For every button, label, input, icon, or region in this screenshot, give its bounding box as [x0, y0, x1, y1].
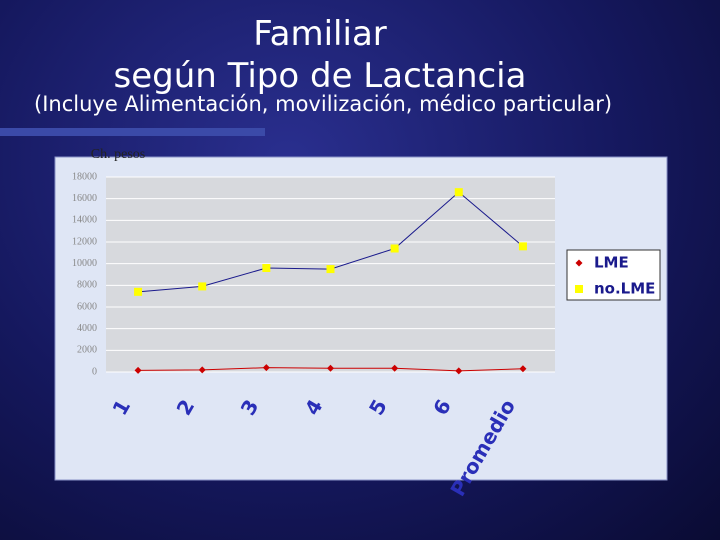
point: [262, 364, 270, 372]
point: [262, 264, 271, 272]
point: [134, 366, 142, 374]
point: [327, 364, 334, 372]
title-line: Familiar: [253, 14, 387, 54]
point: [391, 364, 399, 372]
subtitle: (Incluye Alimentación, movilización, méd…: [34, 92, 613, 116]
point: [198, 282, 207, 291]
point: [455, 367, 463, 375]
y-tick-label: 4000: [77, 323, 97, 334]
legend-label: LME: [594, 254, 629, 272]
legend-marker: [575, 285, 583, 293]
y-tick-label: 8000: [77, 280, 97, 291]
y-tick-label: 18000: [72, 171, 97, 182]
point: [326, 265, 335, 274]
y-tick-label: 6000: [77, 301, 97, 312]
point: [390, 244, 399, 253]
plot-area: [106, 177, 555, 372]
rule: [0, 128, 265, 136]
legend-label: no.LME: [594, 280, 655, 298]
point: [519, 365, 527, 373]
y-tick-label: 10000: [72, 258, 97, 269]
point: [518, 242, 527, 251]
y-tick-label: 2000: [77, 345, 97, 356]
point: [454, 188, 463, 197]
y-tick-label: 12000: [72, 236, 97, 247]
legend-marker: [575, 259, 583, 267]
point: [134, 287, 143, 296]
y-tick-label: 16000: [72, 193, 97, 204]
title-line: según Tipo de Lactancia: [113, 56, 527, 96]
y-axis-label: Ch. pesos: [91, 147, 145, 162]
y-tick-label: 0: [92, 366, 97, 377]
point: [198, 366, 206, 374]
y-tick-label: 14000: [72, 215, 97, 226]
